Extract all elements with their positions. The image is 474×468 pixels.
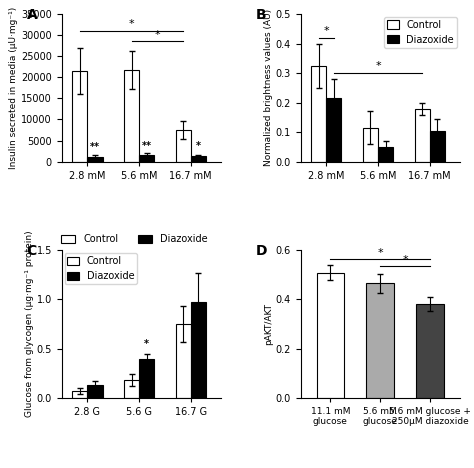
Bar [176,324,191,398]
Text: D: D [256,244,267,258]
Text: **: ** [142,141,152,151]
Text: *: * [402,255,408,265]
Y-axis label: Glucose from glycogen (μg·mg⁻¹ protein): Glucose from glycogen (μg·mg⁻¹ protein) [25,231,34,417]
Bar [317,273,344,398]
Text: *: * [129,19,135,29]
Bar [87,157,102,161]
Bar [124,380,139,398]
Y-axis label: Insulin secreted in media (μU·mg⁻¹): Insulin secreted in media (μU·mg⁻¹) [9,7,18,169]
Bar [139,155,154,161]
Text: *: * [324,26,329,36]
Bar [73,71,87,161]
Y-axis label: pAKT/AKT: pAKT/AKT [264,303,273,345]
Bar [311,66,326,161]
Bar [191,302,206,398]
Text: B: B [256,8,266,22]
Bar [124,70,139,161]
Legend: Control, Diazoxide: Control, Diazoxide [384,17,457,48]
Legend: Control, Diazoxide: Control, Diazoxide [64,253,137,284]
Text: *: * [144,339,149,349]
Bar [87,385,102,398]
Text: A: A [27,8,37,22]
Bar [366,284,394,398]
Bar [191,156,206,161]
Bar [363,128,378,161]
Bar [73,391,87,398]
Bar [176,130,191,161]
Y-axis label: Normalized brightness values (AU): Normalized brightness values (AU) [264,9,273,167]
Legend: Control, Diazoxide: Control, Diazoxide [57,230,212,248]
Bar [378,147,393,161]
Text: *: * [377,248,383,257]
Text: C: C [27,244,37,258]
Text: **: ** [90,142,100,153]
Bar [415,109,429,161]
Text: *: * [196,141,201,151]
Text: *: * [155,29,160,40]
Text: *: * [375,61,381,71]
Bar [416,304,444,398]
Bar [429,131,445,161]
Bar [139,359,154,398]
Bar [326,98,341,161]
